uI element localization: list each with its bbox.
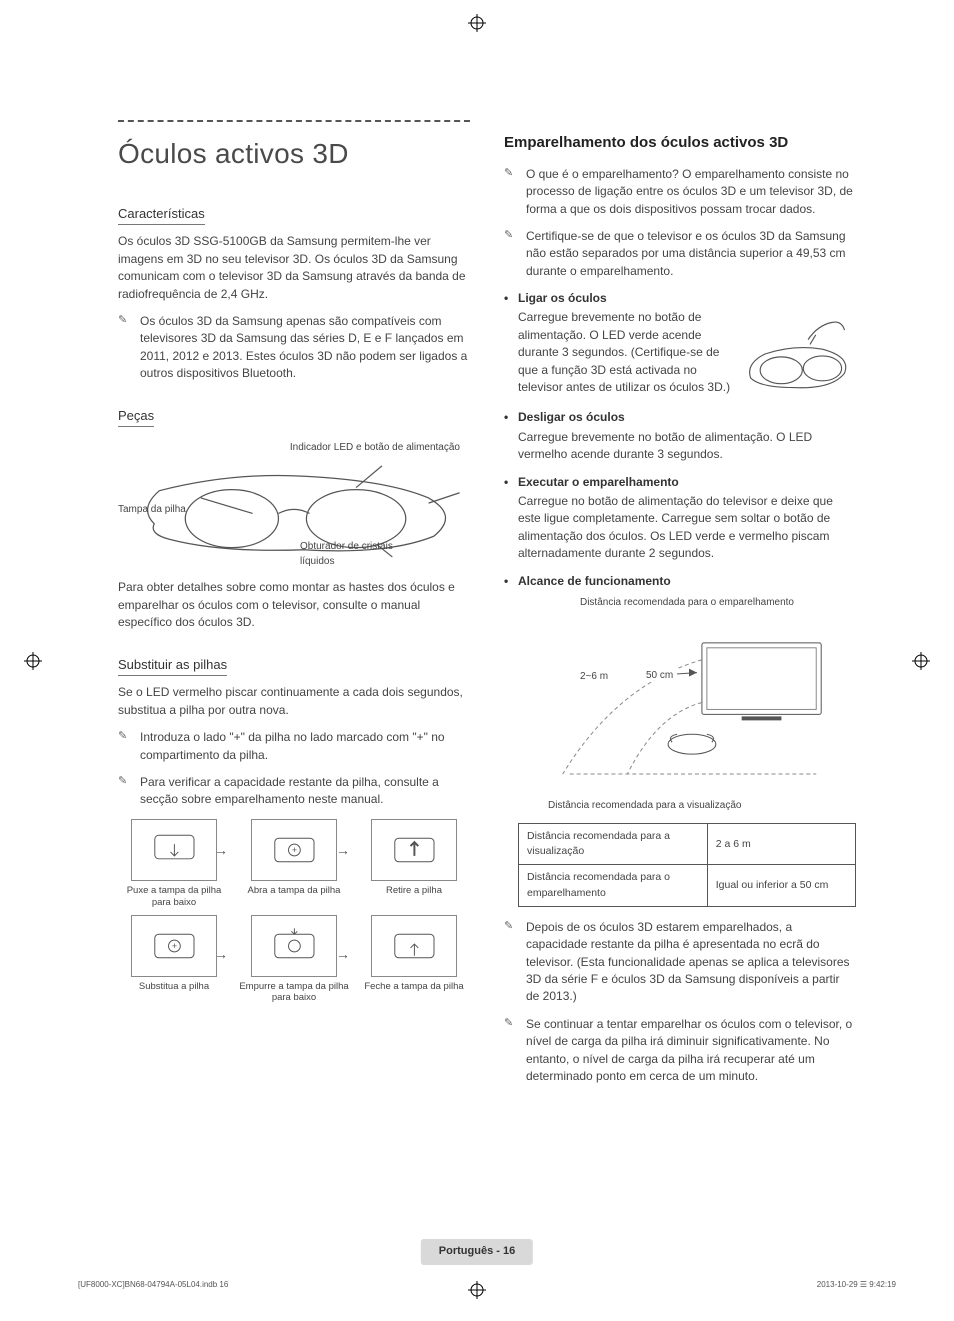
bullet-item: Alcance de funcionamento Distância recom…	[504, 573, 856, 907]
diagram-label: 50 cm	[646, 669, 673, 684]
page-number-badge: Português - 16	[421, 1239, 533, 1265]
diagram-label: Indicador LED e botão de alimentação	[290, 441, 460, 456]
note-item: Se continuar a tentar emparelhar os ócul…	[504, 1016, 856, 1086]
note-item: O que é o emparelhamento? O emparelhamen…	[504, 166, 856, 218]
pairing-illustration-icon	[741, 309, 856, 399]
svg-text:+: +	[171, 940, 176, 950]
battery-steps-grid: Puxe a tampa da pilha para baixo + Abra …	[118, 819, 470, 1005]
diagram-label: Obturador de cristais líquidos	[300, 540, 410, 569]
table-cell: Distância recomendada para o emparelhame…	[519, 865, 708, 906]
bullet-body: Carregue brevemente no botão de alimenta…	[518, 310, 730, 394]
arrow-right-icon: →	[336, 819, 350, 881]
svg-text:+: +	[291, 845, 296, 855]
range-diagram-icon	[518, 615, 856, 784]
registration-mark-icon	[912, 652, 930, 670]
note-item: Para verificar a capacidade restante da …	[118, 774, 470, 809]
bullet-label: Ligar os óculos	[518, 290, 856, 307]
registration-mark-icon	[468, 14, 486, 32]
diagram-label: Tampa da pilha	[118, 503, 186, 518]
distance-table: Distância recomendada para a visualizaçã…	[518, 823, 856, 907]
bullet-label: Desligar os óculos	[518, 409, 856, 426]
arrow-right-icon: →	[214, 923, 228, 985]
arrow-right-icon: →	[336, 923, 350, 985]
note-item: Os óculos 3D da Samsung apenas são compa…	[118, 313, 470, 383]
diagram-label: 2~6 m	[580, 670, 608, 685]
bullet-label: Executar o emparelhamento	[518, 474, 856, 491]
registration-mark-icon	[24, 652, 42, 670]
registration-mark-icon	[468, 1281, 486, 1299]
body-text: Os óculos 3D SSG-5100GB da Samsung permi…	[118, 233, 470, 303]
bullet-item: Ligar os óculos Carregue brevemente no b…	[504, 290, 856, 399]
table-row: Distância recomendada para o emparelhame…	[519, 865, 856, 906]
table-row: Distância recomendada para a visualizaçã…	[519, 824, 856, 865]
body-text: Para obter detalhes sobre como montar as…	[118, 579, 470, 631]
table-cell: 2 a 6 m	[707, 824, 855, 865]
section-heading: Substituir as pilhas	[118, 656, 227, 677]
diagram-caption: Distância recomendada para o emparelhame…	[518, 596, 856, 611]
body-text: Se o LED vermelho piscar continuamente a…	[118, 684, 470, 719]
note-item: Certifique-se de que o televisor e os óc…	[504, 228, 856, 280]
left-column: Óculos activos 3D Características Os ócu…	[118, 120, 470, 1095]
range-diagram: 2~6 m 50 cm	[518, 615, 856, 795]
table-cell: Distância recomendada para a visualizaçã…	[519, 824, 708, 865]
bullet-item: Desligar os óculos Carregue brevemente n…	[504, 409, 856, 463]
parts-diagram: Indicador LED e botão de alimentação Tam…	[118, 441, 470, 571]
table-cell: Igual ou inferior a 50 cm	[707, 865, 855, 906]
note-item: Depois de os óculos 3D estarem emparelha…	[504, 919, 856, 1006]
arrow-right-icon: →	[214, 819, 228, 881]
page-title: Óculos activos 3D	[118, 120, 470, 175]
bullet-label: Alcance de funcionamento	[518, 573, 856, 590]
bullet-body: Carregue no botão de alimentação do tele…	[518, 494, 833, 560]
right-column: Emparelhamento dos óculos activos 3D O q…	[504, 120, 856, 1095]
section-heading: Emparelhamento dos óculos activos 3D	[504, 132, 856, 154]
section-heading: Características	[118, 205, 205, 226]
section-heading: Peças	[118, 407, 154, 428]
bullet-body: Carregue brevemente no botão de alimenta…	[518, 430, 812, 461]
bullet-item: Executar o emparelhamento Carregue no bo…	[504, 474, 856, 563]
footer-timestamp: 2013-10-29 ☰ 9:42:19	[817, 1279, 896, 1291]
battery-step: Retire a pilha	[358, 819, 470, 897]
battery-step: + Abra a tampa da pilha	[238, 819, 350, 897]
diagram-caption: Distância recomendada para a visualizaçã…	[518, 799, 856, 814]
battery-step: Feche a tampa da pilha	[358, 915, 470, 993]
note-item: Introduza o lado "+" da pilha no lado ma…	[118, 729, 470, 764]
battery-step: Empurre a tampa da pilha para baixo	[238, 915, 350, 1005]
footer-filename: [UF8000-XC]BN68-04794A-05L04.indb 16	[78, 1279, 228, 1291]
